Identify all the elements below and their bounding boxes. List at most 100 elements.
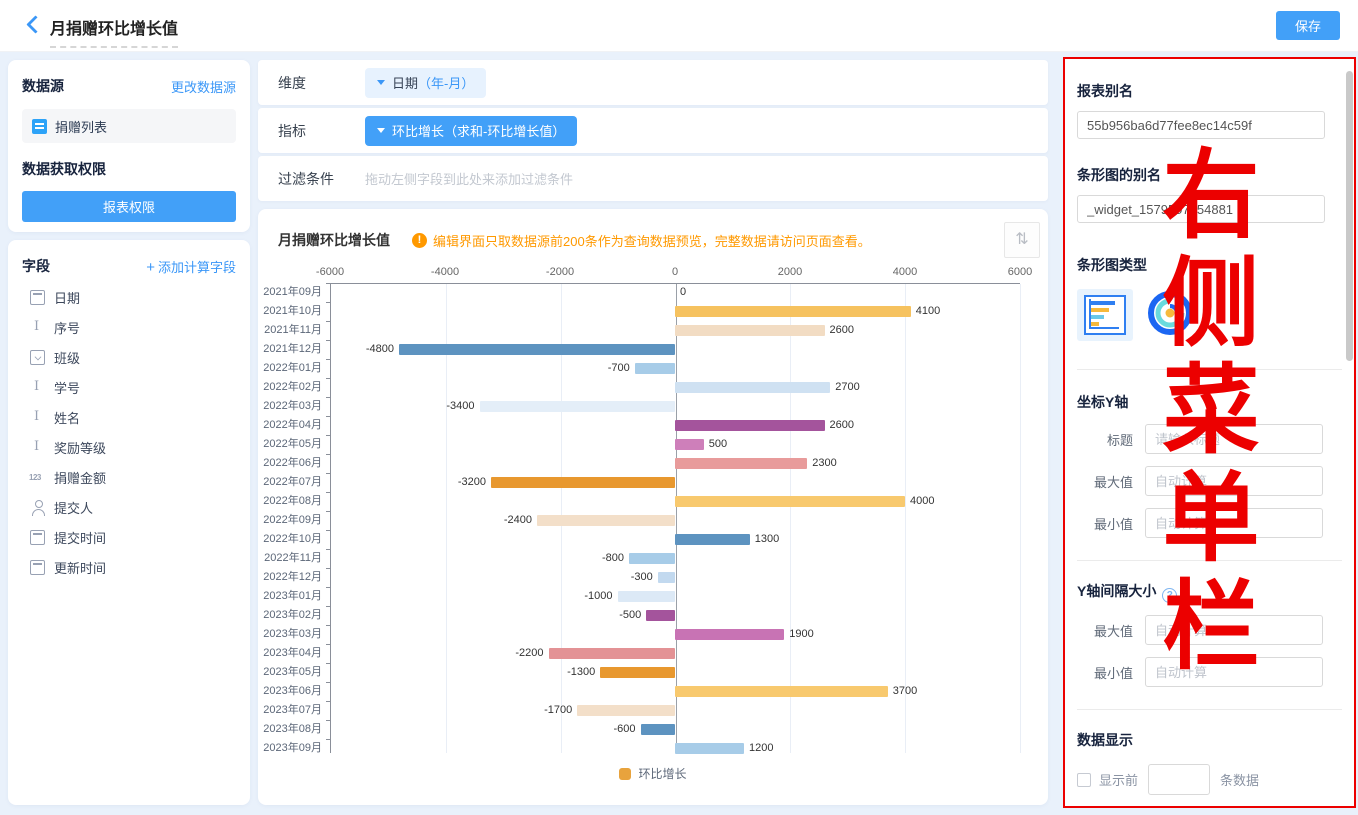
category-label: 2022年11月	[264, 552, 322, 564]
field-item[interactable]: 序号	[22, 312, 236, 342]
chart-row: 2021年10月 4100	[258, 302, 1020, 321]
value-label: 2700	[835, 381, 860, 393]
text-icon	[30, 319, 45, 335]
metric-pill[interactable]: 环比增长（求和-环比增长值）	[365, 115, 578, 146]
x-tick-label: -6000	[315, 266, 345, 278]
field-item[interactable]: 更新时间	[22, 552, 236, 582]
metric-label: 指标	[278, 122, 306, 139]
value-label: 2300	[812, 457, 837, 469]
value-label: 1200	[749, 742, 774, 754]
field-label: 班级	[54, 350, 81, 366]
y-axis-max-input[interactable]	[1145, 466, 1323, 496]
filter-placeholder: 拖动左侧字段到此处来添加过滤条件	[365, 172, 574, 187]
y-axis-max-label: 最大值	[1093, 474, 1133, 490]
field-item[interactable]: 奖励等级	[22, 432, 236, 462]
x-axis: -6000 -4000 -2000 0 2000 4000 6000	[316, 266, 1032, 283]
field-item[interactable]: 提交时间	[22, 522, 236, 552]
bar-chart-icon	[1084, 295, 1126, 335]
change-datasource-link[interactable]: 更改数据源	[170, 79, 236, 95]
show-first-checkbox[interactable]	[1077, 772, 1091, 787]
field-item[interactable]: 捐赠金额	[22, 462, 236, 492]
x-tick-label: 4000	[892, 266, 918, 278]
report-permission-button[interactable]: 报表权限	[22, 191, 236, 222]
datasource-item[interactable]: 捐赠列表	[22, 109, 236, 143]
data-display-section-title: 数据显示	[1077, 732, 1133, 748]
chevron-down-icon	[377, 128, 385, 133]
y-interval-min-input[interactable]	[1145, 657, 1323, 687]
y-axis-section-title: 坐标Y轴	[1077, 394, 1129, 410]
chart-legend: 环比增长	[258, 765, 1048, 782]
calendar-icon	[30, 559, 45, 575]
bar	[617, 591, 675, 602]
y-interval-section-title: Y轴间隔大小?	[1077, 581, 1342, 603]
value-label: 3700	[892, 685, 918, 697]
warning-text: 编辑界面只取数据源前200条作为查询数据预览，完整数据请访问页面查看。	[433, 233, 871, 249]
category-label: 2022年12月	[263, 571, 322, 583]
dimension-field: 日期	[392, 76, 419, 91]
category-label: 2022年07月	[263, 476, 322, 488]
datasource-panel: 数据源 更改数据源 捐赠列表 数据获取权限 报表权限	[8, 60, 250, 232]
field-item[interactable]: 姓名	[22, 402, 236, 432]
category-label: 2021年11月	[264, 324, 322, 336]
chart-row: 2022年11月 -800	[258, 549, 1020, 568]
bar	[399, 344, 675, 355]
category-label: 2023年04月	[263, 647, 322, 659]
bar	[675, 439, 704, 450]
value-label: -4800	[365, 343, 394, 355]
help-icon[interactable]: ?	[1162, 588, 1178, 603]
value-label: -800	[601, 552, 624, 564]
bar	[675, 382, 831, 393]
value-label: 1900	[789, 628, 814, 640]
bar-alias-input[interactable]	[1077, 195, 1325, 223]
x-tick-label: -4000	[430, 266, 460, 278]
chart-row: 2023年05月 -1300	[258, 663, 1020, 682]
field-item[interactable]: 班级	[22, 342, 236, 372]
x-tick-label: 2000	[777, 266, 803, 278]
y-interval-max-input[interactable]	[1145, 615, 1323, 645]
text-icon	[30, 409, 45, 425]
datasource-title: 数据源	[22, 78, 64, 94]
page-title: 月捐赠环比增长值	[50, 15, 179, 48]
bar	[577, 705, 675, 716]
bar	[479, 401, 675, 412]
bar	[675, 325, 825, 336]
plus-icon: +	[146, 258, 155, 276]
field-item[interactable]: 提交人	[22, 492, 236, 522]
chart-row: 2023年07月 -1700	[258, 701, 1020, 720]
value-label: 500	[708, 438, 728, 450]
chart-row: 2021年09月 0	[258, 283, 1020, 302]
bar-chart-type-button[interactable]	[1077, 289, 1133, 341]
panel-scrollbar[interactable]	[1346, 71, 1353, 361]
add-calc-field-link[interactable]: + 添加计算字段	[146, 258, 236, 276]
category-label: 2023年05月	[263, 666, 322, 678]
report-alias-input[interactable]	[1077, 111, 1325, 139]
chart-row: 2022年02月 2700	[258, 378, 1020, 397]
field-item[interactable]: 日期	[22, 282, 236, 312]
category-label: 2023年07月	[263, 704, 322, 716]
chart-rows: 2021年09月 0 2021年10月 4100 2021年11月 2600 2021年12…	[258, 283, 1020, 754]
sort-button[interactable]: ⇅	[1004, 222, 1040, 258]
bar	[675, 629, 785, 640]
field-label: 提交时间	[54, 530, 107, 546]
show-first-count-input[interactable]	[1148, 764, 1211, 795]
category-label: 2022年02月	[263, 381, 322, 393]
chart-row: 2022年06月 2300	[258, 454, 1020, 473]
bar	[675, 743, 744, 754]
field-item[interactable]: 学号	[22, 372, 236, 402]
dimension-pill[interactable]: 日期 （年-月）	[365, 67, 487, 98]
metric-value: 环比增长（求和-环比增长值）	[392, 124, 566, 139]
category-label: 2022年05月	[263, 438, 322, 450]
y-axis-min-input[interactable]	[1145, 508, 1323, 538]
bar	[634, 363, 675, 374]
warning-icon: !	[412, 232, 427, 248]
back-button[interactable]	[22, 14, 44, 36]
save-button[interactable]: 保存	[1276, 11, 1340, 40]
y-axis-title-input[interactable]	[1145, 424, 1323, 454]
value-label: 2600	[829, 324, 854, 336]
chart-card: 月捐赠环比增长值 ! 编辑界面只取数据源前200条作为查询数据预览，完整数据请访…	[258, 209, 1048, 805]
rose-chart-type-button[interactable]	[1147, 290, 1193, 341]
chart-row: 2022年03月 -3400	[258, 397, 1020, 416]
value-label: -300	[630, 571, 653, 583]
filter-row[interactable]: 过滤条件 拖动左侧字段到此处来添加过滤条件	[258, 156, 1048, 201]
chart-row: 2023年03月 1900	[258, 625, 1020, 644]
